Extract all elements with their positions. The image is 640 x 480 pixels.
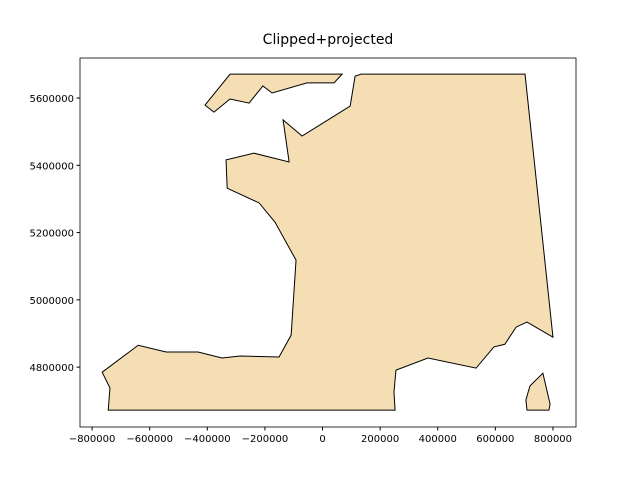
x-tick-label: 200000 — [361, 434, 399, 445]
x-tick-label: −400000 — [184, 434, 231, 445]
x-tick-label: −800000 — [69, 434, 116, 445]
y-tick-label: 5200000 — [29, 229, 74, 240]
region — [525, 372, 551, 411]
plot-frame — [79, 57, 577, 428]
region — [101, 73, 554, 411]
x-tick-label: 0 — [319, 434, 325, 445]
x-tick-label: 800000 — [534, 434, 572, 445]
y-tick-label: 5600000 — [29, 94, 74, 105]
x-tick-label: 400000 — [419, 434, 457, 445]
region — [204, 73, 344, 113]
x-tick-label: −200000 — [242, 434, 289, 445]
chart-title: Clipped+projected — [263, 32, 394, 48]
y-tick-label: 5000000 — [29, 296, 74, 307]
y-tick-label: 4800000 — [29, 363, 74, 374]
x-tick-label: −600000 — [126, 434, 173, 445]
y-tick-label: 5400000 — [29, 161, 74, 172]
x-tick-label: 600000 — [476, 434, 514, 445]
